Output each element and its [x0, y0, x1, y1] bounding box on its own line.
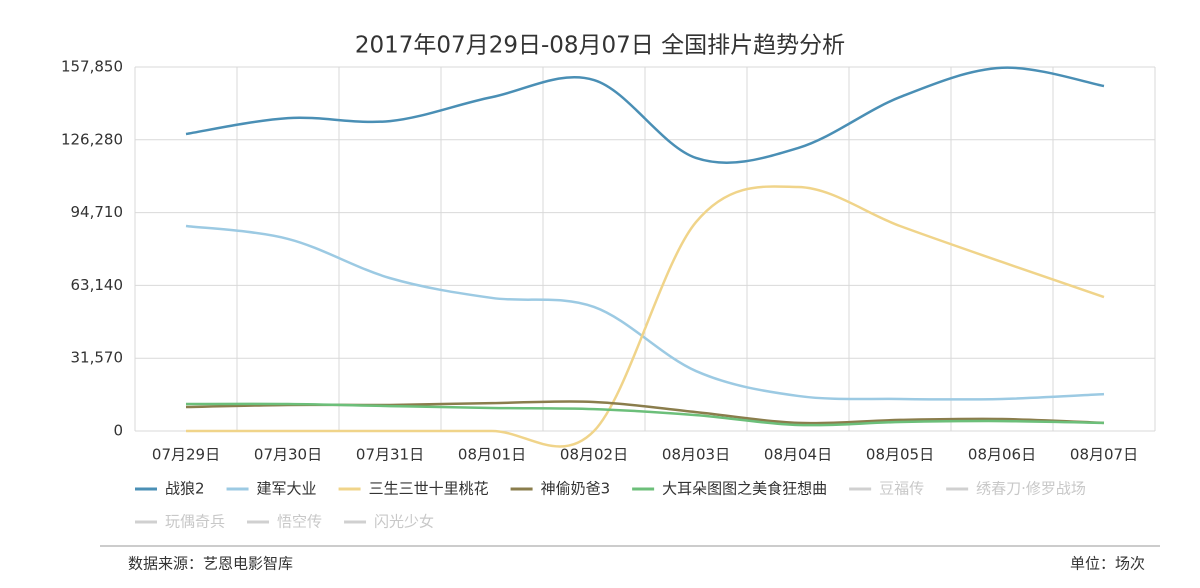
series-line [185, 224, 1105, 401]
legend-label: 悟空传 [277, 513, 322, 531]
y-tick-label: 157,850 [61, 58, 123, 76]
legend-label: 战狼2 [165, 480, 205, 498]
x-tick-label: 08月06日 [968, 446, 1036, 464]
unit: 单位：场次 [1070, 555, 1145, 573]
x-tick-label: 07月29日 [152, 446, 220, 464]
x-tick-label: 08月04日 [764, 446, 832, 464]
y-tick-label: 63,140 [71, 276, 124, 294]
chart-title: 2017年07月29日-08月07日 全国排片趋势分析 [355, 33, 845, 59]
legend-label: 豆福传 [879, 480, 924, 498]
legend-label: 闪光少女 [374, 513, 434, 531]
y-tick-label: 31,570 [71, 349, 124, 367]
legend-label: 三生三世十里桃花 [369, 480, 489, 498]
source: 数据来源：艺恩电影智库 [128, 555, 293, 573]
legend-label: 建军大业 [257, 480, 317, 498]
y-tick-label: 0 [113, 422, 123, 440]
x-tick-label: 07月31日 [356, 446, 424, 464]
series-line [186, 185, 1105, 448]
legend-label: 大耳朵图图之美食狂想曲 [662, 480, 827, 498]
legend-label: 玩偶奇兵 [165, 513, 225, 531]
legend-label: 绣春刀·修罗战场 [976, 480, 1086, 498]
y-tick-label: 94,710 [71, 203, 124, 221]
x-tick-label: 08月02日 [560, 446, 628, 464]
x-tick-label: 08月01日 [458, 446, 526, 464]
series-line [185, 402, 1105, 427]
y-tick-label: 126,280 [61, 130, 123, 148]
x-tick-label: 07月30日 [254, 446, 322, 464]
x-tick-label: 08月07日 [1070, 446, 1138, 464]
x-tick-label: 08月03日 [662, 446, 730, 464]
series-line [185, 66, 1105, 164]
x-tick-label: 08月05日 [866, 446, 934, 464]
legend-label: 神偷奶爸3 [541, 480, 611, 498]
